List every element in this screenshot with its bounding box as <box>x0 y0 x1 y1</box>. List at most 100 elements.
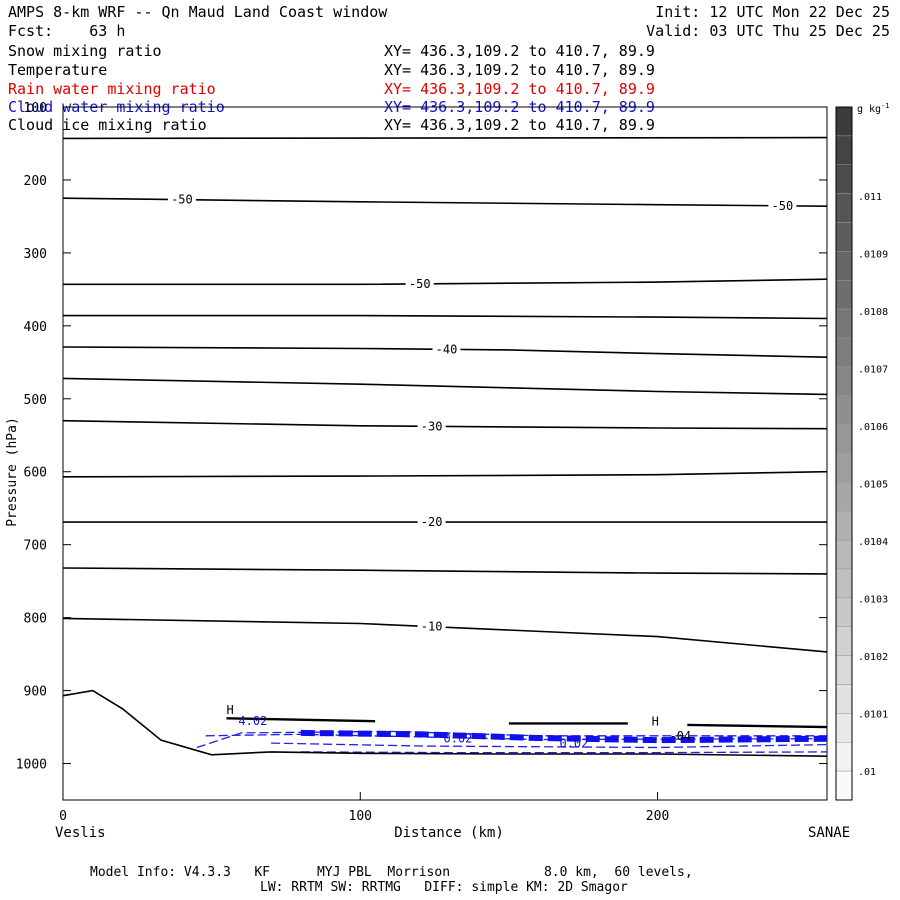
legend-snow-name: Snow mixing ratio <box>8 42 162 60</box>
y-tick-label: 1000 <box>16 758 47 773</box>
y-tick-label: 800 <box>24 612 47 627</box>
isotherm-line <box>62 567 828 575</box>
colorbar-swatch <box>835 770 853 801</box>
isotherm-label: -30 <box>421 419 443 433</box>
y-tick-label: 900 <box>24 685 47 700</box>
plot-frame <box>62 106 828 801</box>
contour-annotation: 0.02 <box>559 736 588 750</box>
colorbar-level-label: .0102 <box>858 652 888 663</box>
y-tick-label: 700 <box>24 539 47 554</box>
model-info-line2: LW: RRTM SW: RRTMG DIFF: simple KM: 2D S… <box>260 880 628 895</box>
y-tick-label: 500 <box>24 393 47 408</box>
colorbar-swatch <box>835 539 853 570</box>
colorbar-swatch <box>835 222 853 252</box>
isotherm-line <box>62 136 828 140</box>
colorbar-swatch <box>835 568 853 599</box>
tick-layer: 100 200 300 400 500 600 700 800 900 1000 0 100 200 <box>16 101 827 824</box>
isotherm-line <box>62 617 828 653</box>
colorbar-level-label: .0107 <box>858 365 888 376</box>
legend-cloudice-name: Cloud ice mixing ratio <box>8 116 207 134</box>
cloud-water-max-contour <box>300 729 828 744</box>
colorbar-swatch <box>835 251 853 281</box>
colorbar-swatch <box>835 713 853 743</box>
colorbar-swatch <box>835 337 853 368</box>
legend-snow-xy: XY= 436.3,109.2 to 410.7, 89.9 <box>384 42 655 60</box>
x-axis-label: Distance (km) <box>394 825 504 841</box>
forecast-hour: Fcst: 63 h <box>8 22 126 40</box>
colorbar-swatch <box>835 366 853 396</box>
x-tick-label: 0 <box>59 809 67 824</box>
colorbar-level-label: .0104 <box>858 537 888 548</box>
x-right-endpoint: SANAE <box>808 825 850 841</box>
isotherm-label-bg <box>768 198 797 213</box>
y-tick-label: 400 <box>24 320 47 335</box>
isotherm-line <box>63 278 828 286</box>
cloud-water-contour <box>300 751 828 754</box>
y-tick-label: 600 <box>24 466 47 481</box>
isotherm-label-bg <box>417 419 446 434</box>
x-tick-label: 200 <box>646 809 669 824</box>
legend-cloudice-xy: XY= 436.3,109.2 to 410.7, 89.9 <box>384 116 655 134</box>
colorbar-swatch <box>835 193 853 223</box>
init-time: Init: 12 UTC Mon 22 Dec 25 <box>655 3 890 21</box>
isotherm-line <box>62 470 828 478</box>
contour-annotation: H <box>652 715 659 729</box>
y-tick-label: 200 <box>24 174 47 189</box>
colorbar-level-label: .01 <box>858 767 876 778</box>
legend-rain-xy: XY= 436.3,109.2 to 410.7, 89.9 <box>384 80 655 98</box>
contour-annotation: -04 <box>669 729 691 743</box>
isotherm-label-bg <box>417 619 446 634</box>
isotherm-line <box>62 197 828 207</box>
legend-temperature-name: Temperature <box>8 61 108 79</box>
isotherm-line <box>62 377 828 396</box>
isotherm-label-bg <box>405 276 434 291</box>
colorbar-level-label: .0101 <box>858 710 888 721</box>
isotherm-label-bg <box>167 192 196 207</box>
colorbar-swatch <box>835 453 853 483</box>
legend-temperature-xy: XY= 436.3,109.2 to 410.7, 89.9 <box>384 61 655 79</box>
colorbar-level-label: .0108 <box>858 307 888 318</box>
isotherm-label: -50 <box>171 193 193 207</box>
isotherm-label: -50 <box>409 277 431 291</box>
colorbar-swatch <box>835 135 853 165</box>
isotherm-line <box>62 346 828 358</box>
valid-time: Valid: 03 UTC Thu 25 Dec 25 <box>646 22 890 40</box>
colorbar-swatch <box>835 308 853 339</box>
x-tick-label: 100 <box>349 809 372 824</box>
y-tick-label: 300 <box>24 247 47 262</box>
colorbar-swatch <box>835 742 853 772</box>
model-info-line1: Model Info: V4.3.3 KF MYJ PBL Morrison 8… <box>90 865 693 880</box>
colorbar-level-label: .0109 <box>858 250 888 261</box>
terrain-layer <box>62 689 828 757</box>
colorbar-level-label: .0106 <box>858 422 888 433</box>
label-layer: H 4.02 0.02 0.02 H -04 <box>227 703 692 751</box>
colorbar-swatch <box>835 684 853 714</box>
cloud-water-contour <box>271 742 828 749</box>
isotherm-line <box>62 419 828 430</box>
y-tick-label: 100 <box>24 101 47 116</box>
legend-rain-name: Rain water mixing ratio <box>8 80 216 98</box>
colorbar-unit: g kg-1 <box>857 102 890 115</box>
colorbar-swatch <box>835 106 853 137</box>
contour-annotation: 4.02 <box>238 714 267 728</box>
terrain-profile <box>62 689 828 757</box>
colorbar-level-label: .0105 <box>858 480 888 491</box>
isotherm-label-bg <box>432 342 461 357</box>
colorbar-level-label: .0103 <box>858 595 888 606</box>
cloud-water-layer <box>196 729 828 754</box>
colorbar-swatch <box>835 655 853 685</box>
isotherm-label-bg <box>417 515 446 530</box>
inversion-line <box>687 723 828 729</box>
colorbar-swatch <box>835 597 853 627</box>
colorbar-swatch <box>835 424 853 454</box>
colorbar-swatch <box>835 626 853 656</box>
isotherm-layer: -50 -50 -50 -40 -30 -20 -10 <box>62 136 828 653</box>
colorbar-level-label: .011 <box>858 192 882 203</box>
colorbar-frame <box>835 106 853 801</box>
inversion-line <box>226 717 376 723</box>
colorbar-swatch <box>835 280 853 310</box>
isotherm-label: -50 <box>772 199 794 213</box>
contour-annotation: 0.02 <box>444 731 473 745</box>
isotherm-line <box>63 314 828 320</box>
